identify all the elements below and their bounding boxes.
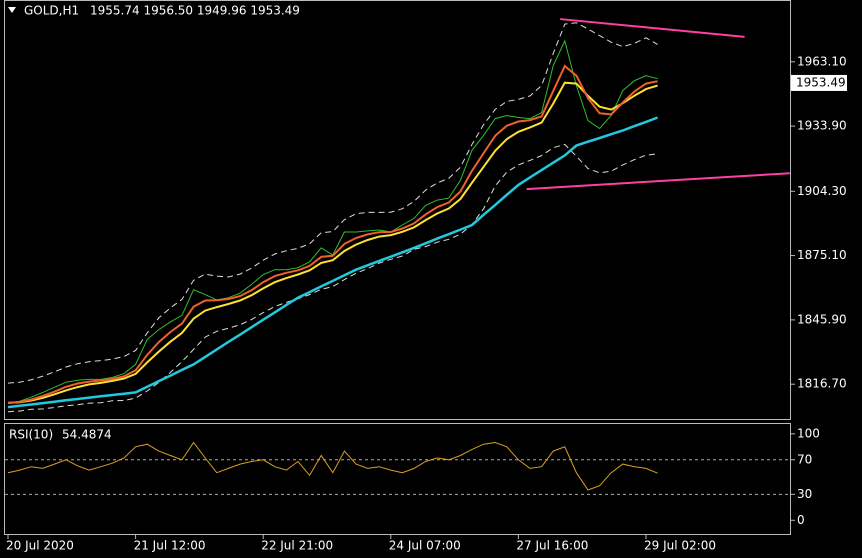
y-tick-label: 1933.90 [797,119,847,133]
y-tick-label: 100 [797,426,820,440]
chart-title: GOLD,H1 [24,4,79,18]
y-tick-label: 1963.10 [797,54,847,68]
y-tick-label: 1904.30 [797,184,847,198]
ohlc-values: 1955.74 1956.50 1949.96 1953.49 [90,4,300,18]
rsi-line [7,441,658,491]
rsi-value: 54.4874 [62,428,112,442]
trendline [560,18,745,38]
series-line [7,64,658,404]
menu-arrow[interactable] [8,7,16,13]
y-tick-label: 1845.90 [797,312,847,326]
series-line [7,143,658,413]
x-tick-label: 20 Jul 2020 [6,539,74,553]
rsi-title: RSI(10) [9,428,53,442]
x-tick-label: 24 Jul 07:00 [389,539,461,553]
trendline [526,172,790,191]
price-tag-label: 1953.49 [796,75,846,89]
x-tick-label: 29 Jul 02:00 [644,539,716,553]
y-tick-label: 0 [797,513,805,527]
y-tick-label: 30 [797,487,812,501]
series-line [7,22,658,384]
price-panel [4,0,791,420]
y-tick-label: 1816.70 [797,377,847,391]
y-tick-label: 70 [797,452,812,466]
x-tick-label: 21 Jul 12:00 [134,539,206,553]
series-line [7,116,659,409]
price-tag [791,74,847,91]
y-tick-label: 1875.10 [797,248,847,262]
x-tick-label: 27 Jul 16:00 [516,539,588,553]
series-line [7,81,658,404]
rsi-panel [4,423,791,535]
x-tick-label: 22 Jul 21:00 [261,539,333,553]
